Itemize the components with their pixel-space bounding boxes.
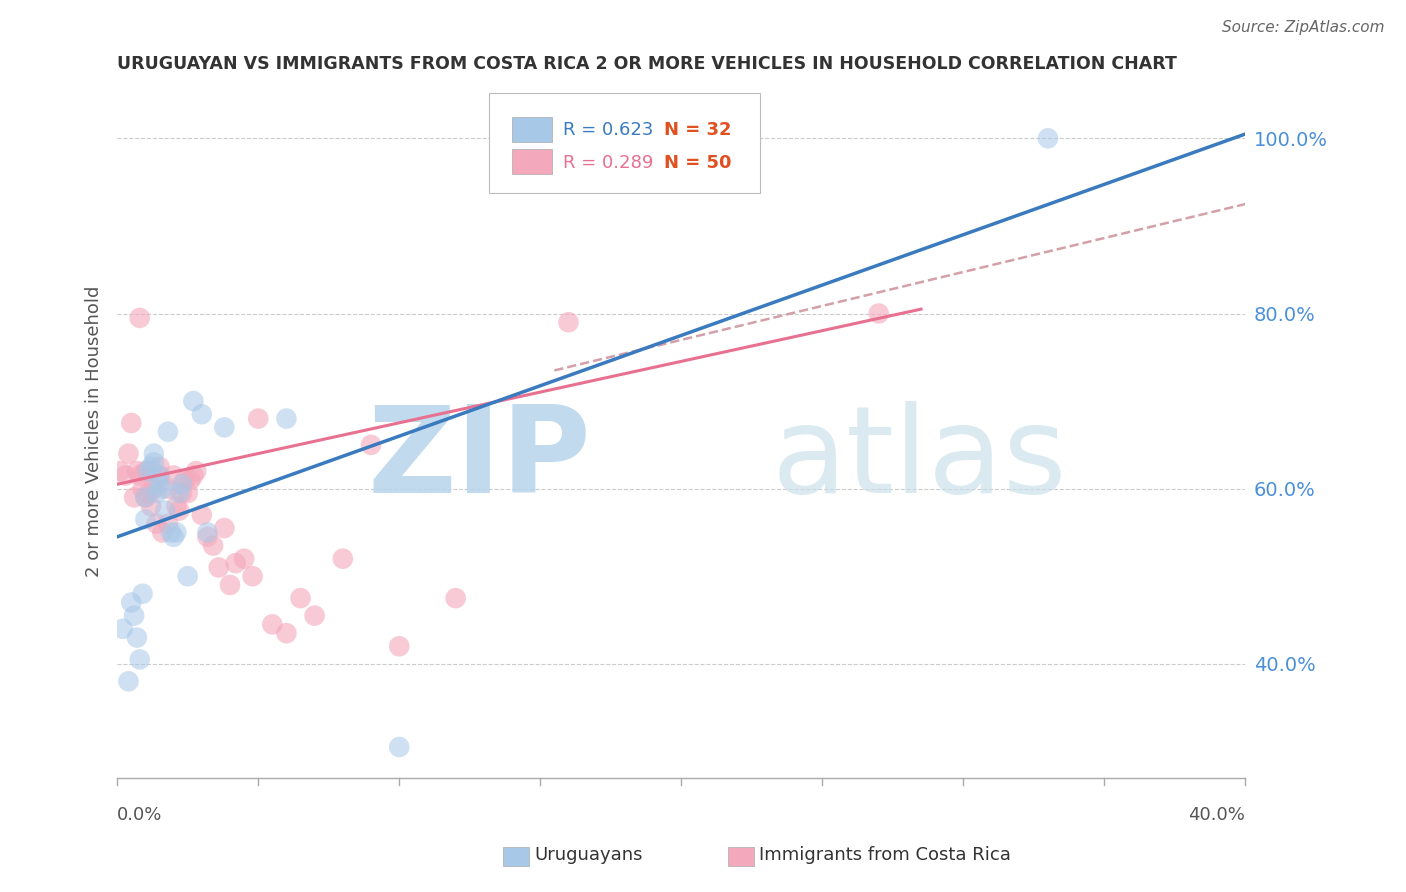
- Point: [197, 525, 219, 540]
- Point: [159, 525, 181, 540]
- Point: [139, 459, 162, 474]
- Point: [162, 530, 184, 544]
- Point: [557, 315, 579, 329]
- Point: [1036, 131, 1059, 145]
- Point: [134, 491, 156, 505]
- Point: [148, 459, 170, 474]
- Point: [276, 626, 298, 640]
- Point: [262, 617, 284, 632]
- Text: ZIP: ZIP: [367, 401, 591, 518]
- Point: [183, 394, 205, 409]
- Point: [120, 595, 142, 609]
- Point: [170, 477, 193, 491]
- Point: [180, 473, 202, 487]
- Point: [219, 578, 242, 592]
- Point: [191, 407, 214, 421]
- Point: [162, 468, 184, 483]
- Point: [170, 486, 193, 500]
- Point: [202, 539, 225, 553]
- Point: [114, 468, 136, 483]
- Point: [191, 508, 214, 522]
- Point: [177, 486, 200, 500]
- Point: [156, 425, 179, 439]
- Text: 40.0%: 40.0%: [1188, 805, 1246, 823]
- Point: [148, 468, 170, 483]
- Text: Uruguayans: Uruguayans: [534, 846, 643, 863]
- Point: [276, 411, 298, 425]
- Point: [136, 486, 159, 500]
- Point: [167, 486, 190, 500]
- Point: [388, 640, 411, 654]
- Point: [214, 521, 236, 535]
- Point: [242, 569, 264, 583]
- Text: N = 32: N = 32: [665, 121, 733, 139]
- Text: R = 0.289: R = 0.289: [562, 153, 654, 171]
- Point: [177, 569, 200, 583]
- FancyBboxPatch shape: [489, 93, 761, 193]
- Text: atlas: atlas: [772, 401, 1067, 518]
- Point: [148, 468, 170, 483]
- Point: [150, 525, 173, 540]
- Point: [128, 468, 150, 483]
- Point: [139, 499, 162, 513]
- Point: [131, 587, 153, 601]
- Point: [444, 591, 467, 606]
- Point: [148, 477, 170, 491]
- Point: [122, 608, 145, 623]
- Point: [142, 447, 165, 461]
- Point: [304, 608, 326, 623]
- Point: [173, 473, 195, 487]
- Point: [142, 482, 165, 496]
- Point: [117, 674, 139, 689]
- Point: [120, 416, 142, 430]
- Point: [117, 447, 139, 461]
- Point: [128, 310, 150, 325]
- Point: [125, 631, 148, 645]
- Point: [134, 464, 156, 478]
- Point: [868, 306, 890, 320]
- Text: N = 50: N = 50: [665, 153, 733, 171]
- Point: [131, 482, 153, 496]
- Text: 0.0%: 0.0%: [117, 805, 163, 823]
- Point: [233, 551, 256, 566]
- Point: [214, 420, 236, 434]
- Point: [125, 464, 148, 478]
- Point: [183, 468, 205, 483]
- Text: URUGUAYAN VS IMMIGRANTS FROM COSTA RICA 2 OR MORE VEHICLES IN HOUSEHOLD CORRELAT: URUGUAYAN VS IMMIGRANTS FROM COSTA RICA …: [117, 55, 1177, 73]
- Text: Immigrants from Costa Rica: Immigrants from Costa Rica: [759, 846, 1011, 863]
- Point: [167, 503, 190, 517]
- Point: [208, 560, 231, 574]
- FancyBboxPatch shape: [512, 117, 551, 142]
- Point: [111, 622, 134, 636]
- Point: [247, 411, 270, 425]
- Y-axis label: 2 or more Vehicles in Household: 2 or more Vehicles in Household: [86, 286, 103, 577]
- Point: [165, 525, 187, 540]
- Point: [225, 556, 247, 570]
- Point: [360, 438, 382, 452]
- Point: [134, 512, 156, 526]
- Point: [290, 591, 312, 606]
- Point: [139, 464, 162, 478]
- Point: [142, 455, 165, 469]
- Point: [128, 652, 150, 666]
- Point: [150, 482, 173, 496]
- Point: [134, 491, 156, 505]
- Point: [197, 530, 219, 544]
- Point: [122, 491, 145, 505]
- Point: [108, 464, 131, 478]
- Point: [186, 464, 208, 478]
- Point: [153, 503, 176, 517]
- Point: [156, 482, 179, 496]
- Point: [165, 499, 187, 513]
- Point: [156, 516, 179, 531]
- Point: [145, 486, 167, 500]
- Text: R = 0.623: R = 0.623: [562, 121, 654, 139]
- Point: [332, 551, 354, 566]
- Text: Source: ZipAtlas.com: Source: ZipAtlas.com: [1222, 20, 1385, 35]
- Point: [388, 739, 411, 754]
- Point: [145, 516, 167, 531]
- FancyBboxPatch shape: [512, 150, 551, 174]
- Point: [136, 464, 159, 478]
